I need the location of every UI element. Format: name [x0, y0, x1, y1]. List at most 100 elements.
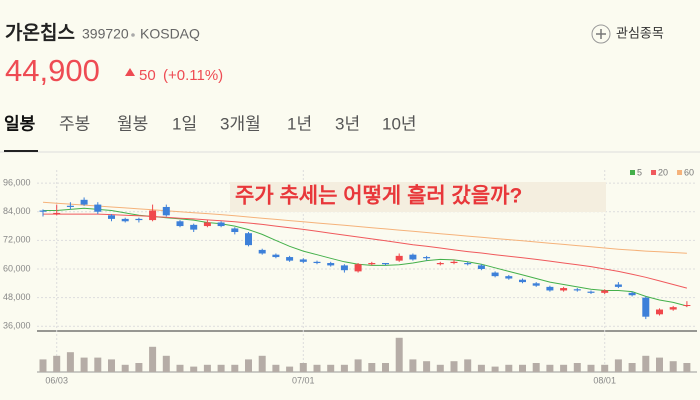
volume-bar	[340, 364, 348, 372]
y-tick-label: 96,000	[3, 177, 31, 187]
volume-bar	[464, 359, 472, 372]
candle-body	[149, 210, 157, 221]
volume-bar	[669, 361, 677, 372]
separator	[131, 33, 135, 37]
legend-label: 20	[658, 167, 668, 177]
period-tab[interactable]: 1년	[287, 114, 312, 133]
period-tab[interactable]: 10년	[382, 114, 417, 133]
volume-bar	[94, 357, 102, 372]
candle-body	[519, 279, 526, 283]
period-tabs: 일봉 주봉 월봉 1일 3개월 1년 3년 10년	[4, 114, 417, 133]
candle-body	[464, 263, 472, 265]
volume-bar	[628, 363, 636, 372]
volume-bar	[614, 359, 622, 372]
candle-body	[121, 218, 129, 222]
chart: 96,000 84,000 72,000 60,000 48,000 36,000 06/0…	[3, 167, 697, 385]
price-change: 50	[139, 67, 156, 84]
candle-body	[614, 284, 622, 287]
candle-body	[354, 264, 362, 272]
watch-label[interactable]: 관심종목	[616, 25, 664, 40]
candle-body	[340, 265, 348, 271]
candle-body	[669, 307, 677, 310]
annotation: 주가 추세는 어떻게 흘러 갔을까?	[235, 184, 522, 208]
candle-body	[108, 215, 115, 219]
period-tab[interactable]: 3개월	[220, 114, 261, 133]
candle-body	[368, 263, 376, 265]
legend-swatch	[677, 170, 683, 175]
candle-body	[162, 206, 170, 216]
y-tick-label: 84,000	[3, 206, 31, 216]
volume-bar	[66, 352, 74, 372]
y-tick-label: 72,000	[3, 235, 31, 245]
period-tab[interactable]: 월봉	[117, 114, 148, 133]
candle-body	[245, 233, 252, 246]
volume-bar	[683, 363, 691, 372]
volume-bar	[231, 364, 239, 372]
candle-body	[423, 257, 431, 259]
volume-bar	[162, 355, 170, 372]
period-tab[interactable]: 3년	[335, 114, 360, 133]
volume-bar	[53, 355, 61, 372]
candle-body	[299, 259, 307, 262]
volume-bar	[656, 357, 663, 372]
candle-body	[80, 199, 88, 205]
candle-body	[53, 212, 61, 215]
volume-bar	[450, 361, 458, 372]
volume-bar	[258, 355, 266, 372]
volume-bar	[382, 363, 389, 372]
plus	[596, 29, 606, 39]
volume-bar	[217, 364, 225, 372]
watch-button[interactable]: 관심종목	[591, 24, 664, 44]
y-tick-label: 48,000	[3, 292, 31, 302]
volume-bar	[642, 355, 650, 372]
volume-bar	[532, 363, 540, 372]
candle-body	[327, 263, 335, 266]
x-tick-label: 06/03	[45, 375, 68, 385]
volume-bar	[491, 366, 499, 372]
volume-bar	[560, 364, 568, 372]
up-arrow	[125, 68, 135, 76]
candle-body	[382, 263, 389, 265]
volume-bar	[395, 337, 403, 372]
volume-bar	[519, 364, 526, 372]
candle-body	[66, 205, 74, 207]
legend-label: 60	[684, 167, 694, 177]
volume-bar	[80, 357, 88, 372]
volume-bar	[313, 364, 321, 372]
candle-body	[491, 272, 499, 277]
candle-body	[683, 305, 691, 307]
period-tab[interactable]: 주봉	[59, 114, 90, 133]
candle-body	[450, 261, 458, 264]
volume-bar	[327, 364, 335, 372]
volume-bar	[354, 359, 362, 372]
candle-body	[477, 265, 485, 269]
candle-body	[532, 283, 540, 286]
volume-bar	[505, 364, 513, 372]
period-tab[interactable]: 1일	[172, 114, 197, 133]
price-change-pct: (+0.11%)	[163, 67, 223, 84]
candle-body	[203, 222, 211, 227]
volume-bar	[286, 366, 294, 372]
candle-body	[436, 263, 444, 265]
legend-label: 5	[637, 167, 642, 177]
candle-body	[286, 257, 294, 261]
volume-bar	[203, 364, 211, 372]
candle-body	[560, 288, 568, 291]
volume-bar	[149, 346, 157, 372]
volume-bar	[121, 364, 129, 372]
stock-name: 가온칩스	[5, 22, 75, 44]
candle-body	[656, 309, 663, 315]
candle-body	[395, 255, 403, 261]
volume-bar	[546, 364, 554, 372]
volume-bar	[272, 364, 280, 372]
candle-body	[601, 290, 609, 293]
volume-bar	[245, 359, 252, 372]
volume-bar	[573, 363, 581, 372]
candle-body	[94, 204, 102, 212]
plus-icon	[591, 24, 611, 44]
candle-body	[313, 261, 321, 264]
legend-swatch	[630, 170, 635, 175]
period-tab[interactable]: 일봉	[4, 114, 36, 133]
volume-bar	[108, 359, 115, 372]
volume-bar	[409, 359, 417, 372]
